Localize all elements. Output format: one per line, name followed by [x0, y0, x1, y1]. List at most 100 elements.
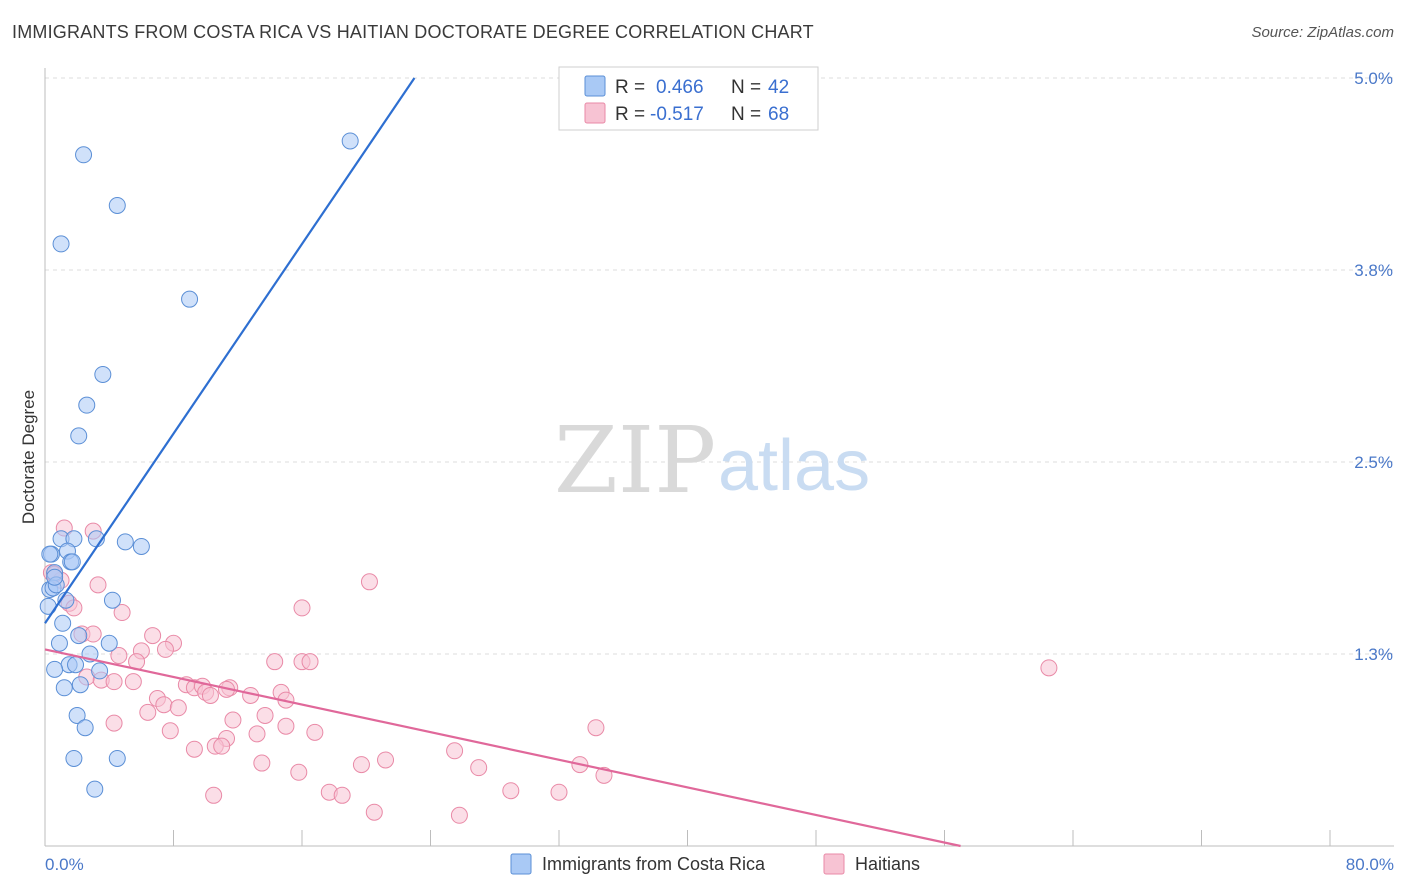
haitians-point-61 [450, 806, 468, 824]
x-tick-label-min: 0.0% [45, 855, 84, 874]
costa-rica-point-33 [55, 679, 73, 697]
haitians-point-17 [266, 653, 284, 671]
legend-swatch-haitians [584, 102, 606, 124]
legend-r-value-2: -0.517 [650, 104, 704, 125]
haitians-point-66 [360, 573, 378, 591]
legend-r-label-1: R = [615, 77, 645, 98]
legend-r-label-2: R = [615, 104, 645, 125]
data-points [39, 132, 1058, 824]
costa-rica-point-32 [71, 676, 89, 694]
costa-rica-point-31 [91, 662, 109, 680]
legend: R = 0.466 N = 42 R = -0.517 N = 68 [558, 66, 819, 131]
bottom-legend-swatch-costa-rica [510, 853, 532, 875]
haitians-point-49 [253, 754, 271, 772]
x-axis-ticks [173, 830, 1331, 846]
costa-rica-point-3 [181, 290, 199, 308]
costa-rica-point-38 [86, 780, 104, 798]
haitians-point-65 [293, 599, 311, 617]
y-tick-label-0: 1.3% [1354, 645, 1393, 664]
haitians-point-11 [144, 627, 162, 645]
haitians-point-23 [124, 673, 142, 691]
costa-rica-point-23 [54, 614, 72, 632]
y-tick-label-2: 3.8% [1354, 261, 1393, 280]
bottom-legend-label-costa-rica: Immigrants from Costa Rica [542, 854, 766, 874]
haitians-point-14 [110, 647, 128, 665]
haitians-point-45 [248, 725, 266, 743]
haitians-point-56 [333, 786, 351, 804]
costa-rica-point-17 [63, 553, 81, 571]
haitians-point-43 [306, 723, 324, 741]
bottom-legend-swatch-haitians [823, 853, 845, 875]
watermark-zip: ZIP [554, 407, 716, 514]
haitians-point-19 [301, 653, 319, 671]
haitians-point-36 [139, 703, 157, 721]
haitians-point-15 [156, 640, 174, 658]
y-tick-label-1: 2.5% [1354, 453, 1393, 472]
haitians-point-42 [277, 717, 295, 735]
haitians-point-8 [113, 604, 131, 622]
costa-rica-point-26 [50, 634, 68, 652]
legend-swatch-costa-rica [584, 75, 606, 97]
haitians-point-67 [1040, 659, 1058, 677]
haitians-point-35 [155, 696, 173, 714]
costa-rica-point-6 [70, 427, 88, 445]
costa-rica-point-21 [103, 591, 121, 609]
chart-title: IMMIGRANTS FROM COSTA RICA VS HAITIAN DO… [12, 22, 814, 42]
trend-lines [44, 77, 961, 848]
y-axis-label: Doctorate Degree [19, 390, 38, 524]
haitians-point-5 [89, 576, 107, 594]
costa-rica-point-37 [108, 749, 126, 767]
costa-rica-point-13 [132, 537, 150, 555]
costa-rica-point-34 [68, 706, 86, 724]
haitians-point-48 [213, 737, 231, 755]
costa-rica-point-0 [75, 146, 93, 164]
haitians-point-39 [224, 711, 242, 729]
costa-rica-point-25 [100, 634, 118, 652]
haitians-point-64 [587, 719, 605, 737]
haitians-point-41 [161, 722, 179, 740]
haitians-point-57 [205, 786, 223, 804]
haitians-point-22 [105, 673, 123, 691]
haitians-point-37 [169, 699, 187, 717]
grid-lines [45, 77, 1394, 655]
costa-rica-trend-line [44, 77, 416, 624]
haitians-point-52 [446, 742, 464, 760]
haitians-point-54 [290, 763, 308, 781]
bottom-legend-label-haitians: Haitians [855, 854, 920, 874]
costa-rica-point-5 [78, 396, 96, 414]
source-label: Source: ZipAtlas.com [1251, 24, 1394, 41]
bottom-legend: Immigrants from Costa Rica Haitians [510, 853, 920, 875]
legend-r-value-1: 0.466 [656, 77, 704, 98]
costa-rica-point-4 [94, 365, 112, 383]
haitians-point-38 [256, 706, 274, 724]
haitians-point-47 [185, 740, 203, 758]
costa-rica-point-41 [46, 568, 64, 586]
haitians-point-40 [105, 714, 123, 732]
haitians-point-10 [84, 625, 102, 643]
costa-rica-point-1 [108, 196, 126, 214]
legend-n-value-1: 42 [768, 77, 789, 98]
x-tick-label-max: 80.0% [1346, 855, 1394, 874]
costa-rica-point-12 [116, 533, 134, 551]
haitians-point-60 [365, 803, 383, 821]
haitians-trend-line [44, 648, 961, 848]
haitians-point-58 [502, 782, 520, 800]
haitians-point-51 [377, 751, 395, 769]
legend-n-value-2: 68 [768, 104, 789, 125]
costa-rica-point-7 [341, 132, 359, 150]
costa-rica-point-2 [52, 235, 70, 253]
costa-rica-point-29 [67, 656, 85, 674]
legend-n-label-2: N = [731, 104, 761, 125]
y-tick-labels: 1.3% 2.5% 3.8% 5.0% [1354, 69, 1393, 664]
haitians-point-53 [470, 759, 488, 777]
costa-rica-point-36 [65, 749, 83, 767]
costa-rica-point-24 [70, 627, 88, 645]
costa-rica-point-30 [46, 660, 64, 678]
haitians-point-50 [352, 756, 370, 774]
legend-n-label-1: N = [731, 77, 761, 98]
haitians-point-30 [201, 686, 219, 704]
y-tick-label-3: 5.0% [1354, 69, 1393, 88]
watermark-atlas: atlas [718, 426, 870, 506]
costa-rica-point-35 [76, 719, 94, 737]
